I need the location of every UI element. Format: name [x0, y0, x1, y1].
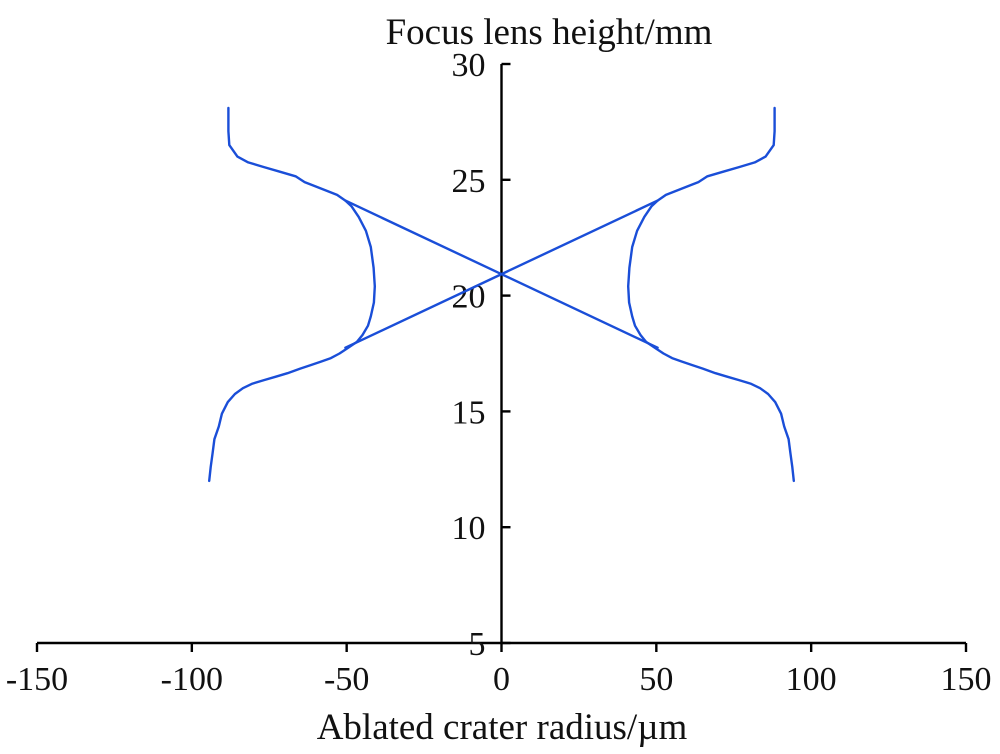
- chart-title: Focus lens height/mm: [386, 12, 713, 53]
- x-tick-label: -150: [6, 661, 68, 698]
- y-tick-label: 15: [452, 394, 486, 431]
- series-line: [208, 106, 376, 483]
- y-tick-label: 5: [469, 626, 486, 663]
- y-tick-label: 30: [452, 47, 486, 84]
- x-ticks: -150 -100 -50 0 50 100 150: [6, 643, 992, 698]
- x-tick-label: 50: [639, 661, 673, 698]
- x-tick-label: -50: [324, 661, 369, 698]
- x-tick-label: -100: [161, 661, 223, 698]
- y-tick-label: 25: [452, 163, 486, 200]
- y-tick-label: 10: [452, 510, 486, 547]
- x-tick-label: 150: [941, 661, 992, 698]
- x-tick-label: 0: [493, 661, 510, 698]
- series-layer: [208, 106, 795, 483]
- x-axis-title: Ablated crater radius/µm: [317, 707, 688, 748]
- series-line: [627, 106, 795, 483]
- x-tick-label: 100: [786, 661, 837, 698]
- series-line: [344, 199, 659, 349]
